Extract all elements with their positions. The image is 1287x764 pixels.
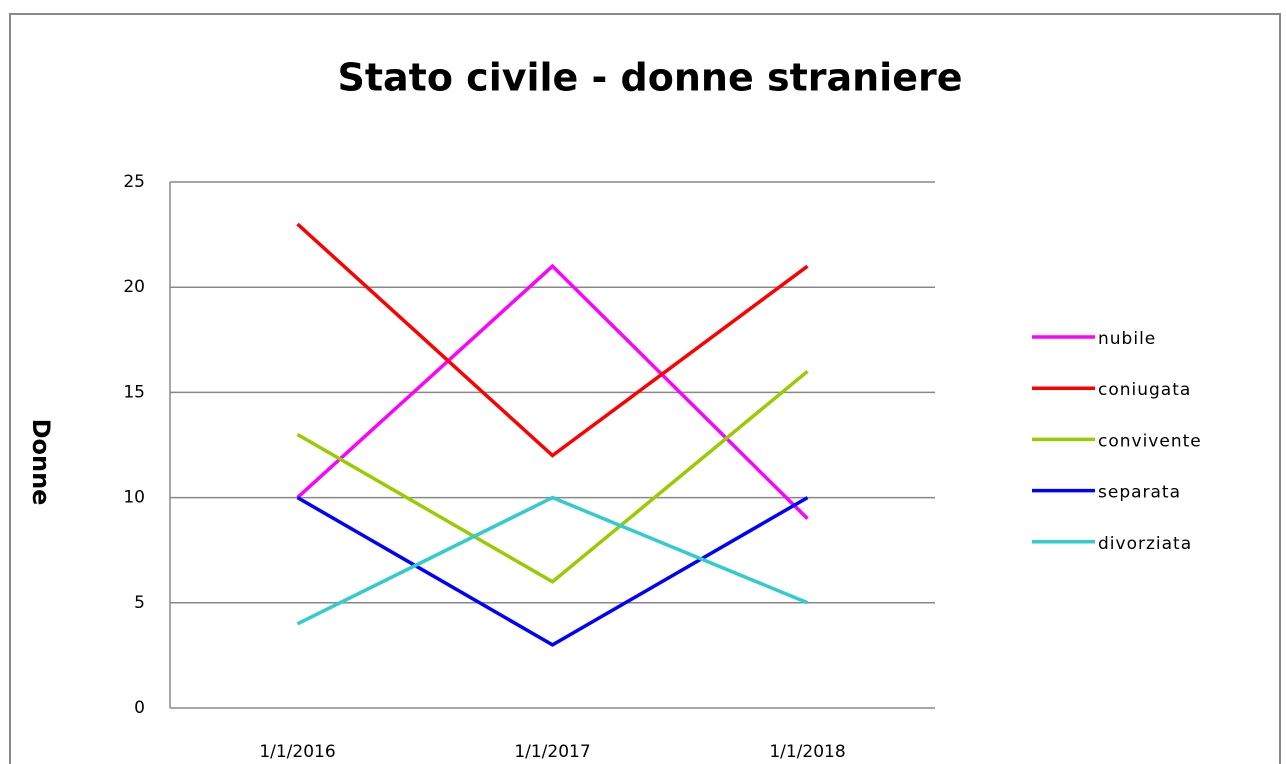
x-tick-label: 1/1/2018 [769, 742, 845, 762]
legend-label: divorziata [1098, 534, 1192, 554]
y-tick-label: 0 [134, 698, 145, 718]
y-tick-label: 20 [123, 277, 145, 297]
series-line [296, 495, 809, 626]
series-line [296, 370, 809, 584]
series-line [296, 496, 809, 647]
x-tick-label: 1/1/2016 [259, 742, 335, 762]
chart-title: Stato civile - donne straniere [338, 56, 963, 100]
legend-label: convivente [1098, 431, 1202, 451]
y-tick-label: 25 [123, 172, 145, 192]
series-line [296, 222, 809, 458]
y-tick-label: 10 [123, 488, 145, 508]
legend-label: coniugata [1098, 380, 1191, 400]
y-tick-label: 15 [123, 382, 145, 402]
legend-label: separata [1098, 483, 1181, 503]
series-line [296, 263, 809, 520]
x-tick-label: 1/1/2017 [514, 742, 590, 762]
y-tick-label: 5 [134, 593, 145, 613]
legend-label: nubile [1098, 329, 1156, 349]
chart-frame [9, 13, 1281, 764]
y-axis-label: Donne [27, 419, 55, 506]
